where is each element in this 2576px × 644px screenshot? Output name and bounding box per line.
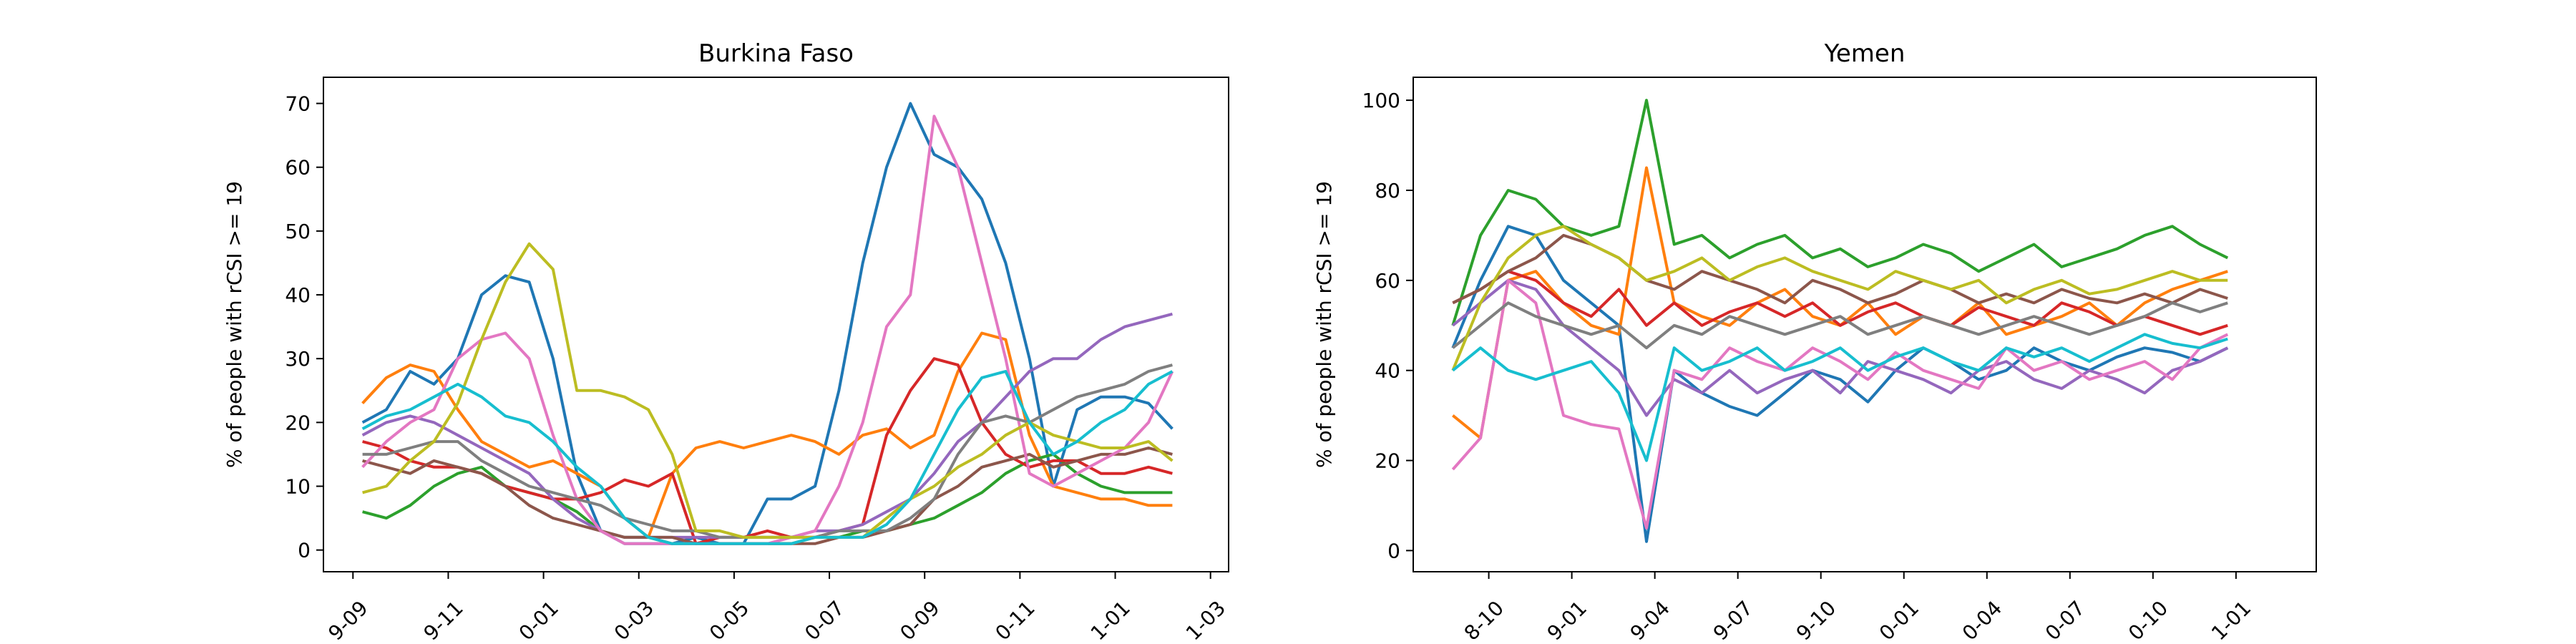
x-tick-label: 0-03 [610,596,658,644]
x-tick-label: 0-04 [1958,596,2006,644]
chart: Burkina Faso % of people with rCSI >= 19 0… [223,39,1230,644]
lines [361,102,1174,545]
y-tick-label: 30 [285,347,311,371]
series-line [362,242,1174,539]
y-tick-label: 70 [285,92,311,116]
y-tick-label: 40 [1375,359,1400,383]
y-tick-label: 20 [285,411,311,434]
x-tick-label: 9-01 [1543,596,1591,644]
series-line [1451,225,2229,543]
y-tick-label: 100 [1362,89,1400,112]
plot-frame [1413,77,2317,572]
chart-title: Burkina Faso [698,39,854,68]
x-tick-label: 0-07 [2041,596,2089,644]
y-tick-label: 80 [1375,179,1400,203]
series-line [1452,270,2228,336]
y-tick-label: 40 [285,283,311,307]
series-line [361,331,1173,539]
x-tick-label: 0-01 [514,596,563,644]
x-tick-label: 0-09 [895,596,944,644]
series-line [1451,278,2229,530]
y-tick-label: 10 [285,475,311,499]
x-tick-label: 9-07 [1709,596,1757,644]
x-tick-label: 9-09 [323,596,372,644]
x-tick-label: 1-01 [1086,596,1135,644]
chart-title: Yemen [1824,39,1906,68]
series-line [1452,333,2228,462]
y-tick-label: 60 [285,156,311,180]
series-line [1452,301,2228,350]
series-line [361,312,1173,539]
x-tick-label: 0-05 [705,596,753,644]
y-tick-label: 60 [1375,269,1400,293]
series-line [361,102,1174,545]
x-tick-label: 1-03 [1181,596,1230,644]
y-axis-label: % of people with rCSI >= 19 [223,181,246,468]
y-tick-label: 0 [1387,539,1400,562]
series-line [361,370,1174,545]
x-tick-label: 0-10 [2124,596,2172,644]
y-tick-label: 20 [1375,449,1400,473]
x-tick-label: 0-01 [1875,596,1923,644]
x-tick-label: 9-10 [1792,596,1840,644]
y-tick-label: 50 [285,220,311,243]
series-line [1451,99,2229,326]
y-axis-label: % of people with rCSI >= 19 [1312,181,1336,468]
series-line [1451,225,2228,371]
x-tick-label: 0-11 [991,596,1040,644]
y-tick-label: 0 [298,539,311,562]
x-tick-label: 9-11 [419,596,468,644]
chart: Yemen % of people with rCSI >= 19 0 20 40 60 8… [1312,39,2317,644]
series-line [1452,278,2229,417]
lines [1451,99,2229,543]
series-line [1452,233,2228,305]
plot-frame [323,77,1229,572]
x-tick-label: 1-01 [2207,596,2255,644]
x-tick-label: 0-07 [800,596,849,644]
x-tick-label: 9-04 [1626,596,1674,644]
x-tick-label: 8-10 [1460,596,1508,644]
